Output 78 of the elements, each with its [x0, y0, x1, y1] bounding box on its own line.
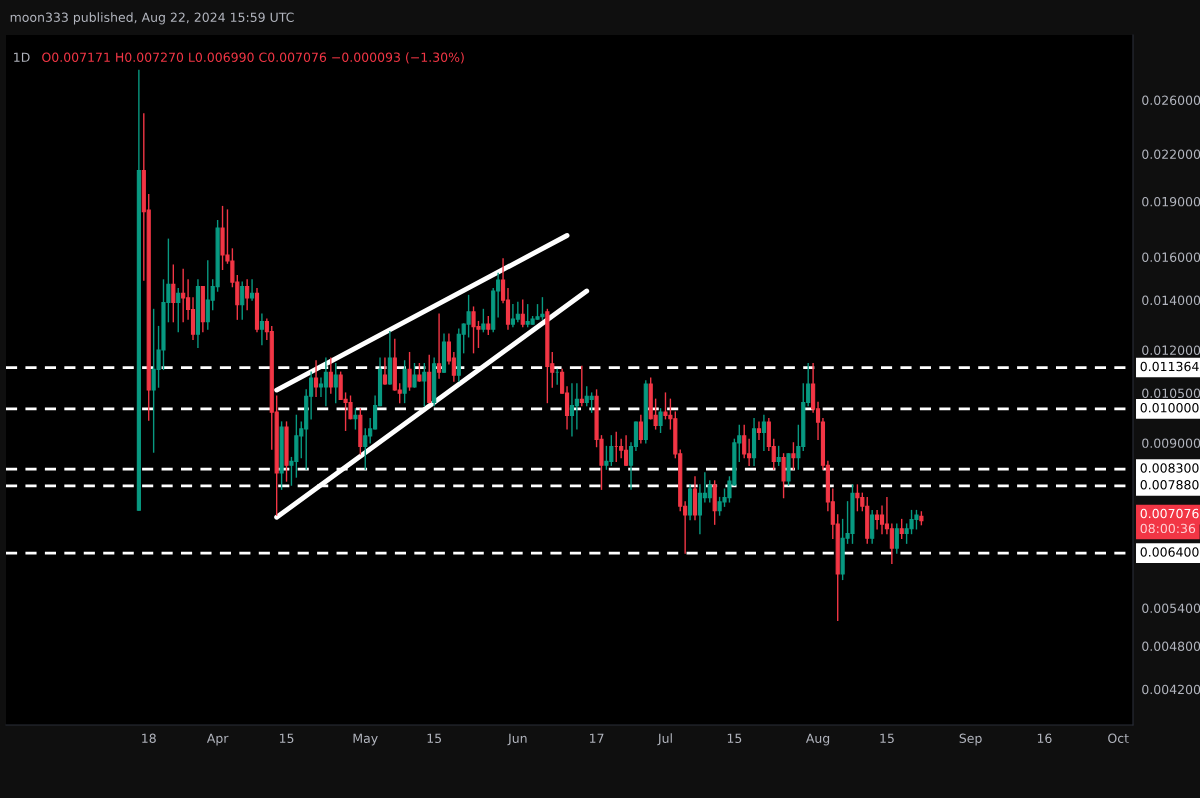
candlestick: [245, 279, 250, 311]
y-tick-label: 0.009000: [1142, 438, 1200, 448]
candlestick: [481, 308, 486, 333]
candlestick: [776, 445, 781, 466]
candlestick: [875, 509, 880, 530]
candlestick: [589, 392, 594, 413]
ref-line-label: 0.007880: [1140, 480, 1199, 490]
candlestick: [328, 357, 333, 394]
candlestick: [353, 408, 358, 430]
x-tick-label: Aug: [805, 733, 830, 746]
candlestick: [363, 428, 368, 470]
candlestick: [761, 414, 766, 451]
text: 08:00:36: [1140, 523, 1196, 534]
ref-line-label: 0.006400: [1140, 547, 1199, 557]
y-tick-label: 0.005400: [1142, 603, 1200, 613]
candlestick: [855, 484, 860, 512]
candlestick: [742, 424, 747, 459]
x-tick-label: Jun: [507, 733, 527, 746]
y-tick-label: 0.026000: [1142, 95, 1200, 105]
candlestick: [249, 279, 255, 301]
candlestick: [658, 408, 663, 434]
text: moon333 published, Aug 22, 2024 15:59 UTC: [10, 12, 294, 25]
candlestick: [879, 505, 885, 535]
candlestick: [889, 523, 894, 565]
candlestick: [638, 414, 643, 444]
candlestick: [240, 281, 245, 320]
y-tick-label: 0.014000: [1142, 295, 1200, 306]
candlestick: [171, 264, 176, 323]
x-tick-label: May: [353, 733, 378, 746]
candlestick: [707, 480, 712, 503]
candlestick: [402, 360, 407, 404]
candlestick: [899, 518, 904, 539]
candlestick: [333, 363, 338, 404]
x-tick-label: 15: [279, 733, 294, 744]
x-tick-label: 15: [427, 733, 442, 744]
candlestick: [412, 363, 417, 388]
candlestick: [781, 453, 786, 499]
candlestick: [870, 509, 875, 544]
y-tick-label: 0.010500: [1142, 388, 1200, 399]
y-tick-label: 0.019000: [1142, 196, 1200, 207]
ref-line-label: 0.011364: [1140, 361, 1199, 372]
candlestick: [894, 523, 899, 554]
x-tick-label: Jul: [657, 733, 672, 746]
x-tick-label: Oct: [1108, 733, 1129, 744]
ref-line-label: 0.008300: [1140, 463, 1199, 473]
x-tick-label: 15: [727, 733, 742, 744]
x-tick-label: 16: [1037, 733, 1052, 744]
x-tick-label: 15: [880, 733, 894, 744]
x-tick-label: 18: [142, 733, 156, 744]
candlestick: [382, 357, 388, 385]
candlestick: [515, 301, 520, 323]
x-tick-label: Apr: [206, 733, 229, 746]
text: O0.007171 H0.007270 L0.006990 C0.007076 −0.000093 (−1.30%): [42, 52, 464, 64]
candlestick: [176, 288, 181, 333]
candlestick: [313, 360, 319, 397]
text: 1D: [14, 52, 30, 62]
y-tick-label: 0.004200: [1142, 684, 1200, 695]
x-tick-label: Sep: [959, 733, 982, 746]
candlestick: [520, 299, 525, 328]
x-tick-label: 17: [589, 733, 604, 743]
candlestick: [574, 383, 579, 430]
y-tick-label: 0.012000: [1142, 345, 1200, 355]
candlestick: [259, 313, 264, 346]
ref-line-label: 0.010000: [1140, 403, 1199, 413]
y-tick-label: 0.022000: [1142, 149, 1200, 159]
candlestick: [437, 313, 442, 379]
candlestick: [323, 357, 328, 407]
candlestick: [181, 268, 186, 323]
y-tick-label: 0.016000: [1142, 252, 1200, 262]
candlestick: [756, 421, 762, 441]
candlestick: [579, 365, 584, 407]
candlestick: [407, 351, 412, 391]
candlestick: [422, 363, 427, 407]
candlestick: [569, 383, 575, 437]
candlestick: [791, 442, 796, 470]
text: 0.007076: [1140, 508, 1199, 519]
candlestick: [466, 294, 471, 338]
y-tick-label: 0.004800: [1142, 641, 1200, 652]
